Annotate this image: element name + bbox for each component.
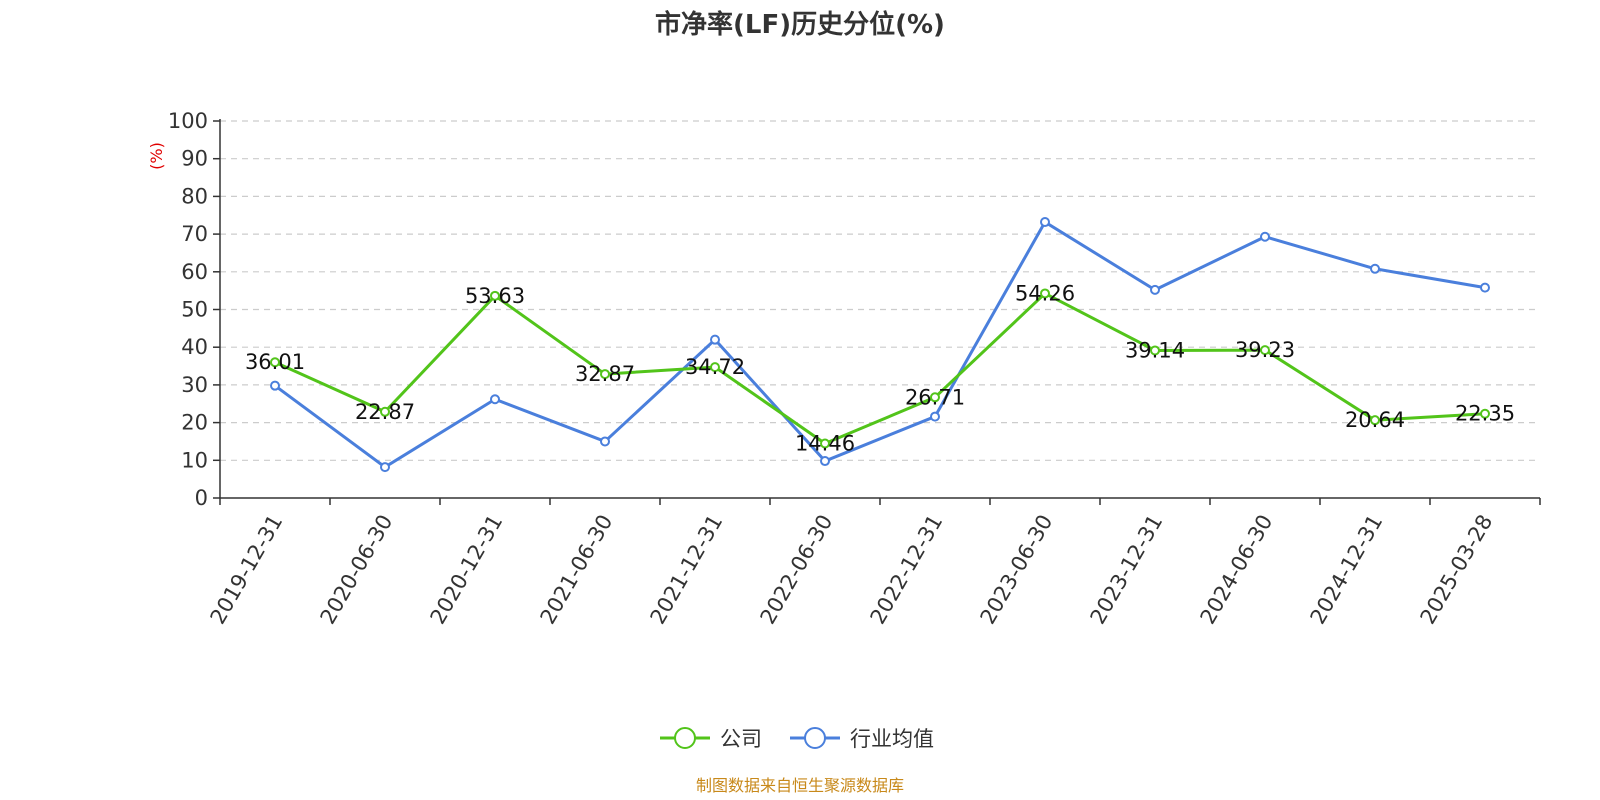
data-point — [1260, 231, 1270, 242]
y-tick-label: 30 — [181, 373, 208, 397]
x-tick-label: 2023-06-30 — [976, 511, 1058, 629]
x-tick-label: 2022-12-31 — [866, 511, 948, 629]
legend-marker-1 — [804, 727, 826, 749]
data-point — [930, 392, 940, 403]
x-tick-label: 2022-06-30 — [756, 511, 838, 629]
data-point — [930, 411, 940, 422]
data-label: 36.01 — [245, 350, 305, 374]
y-tick-label: 90 — [181, 147, 208, 171]
x-tick-label: 2024-12-31 — [1306, 511, 1388, 629]
data-point — [1370, 263, 1380, 274]
x-tick-label: 2019-12-31 — [206, 511, 288, 629]
series-line-0 — [274, 291, 1486, 445]
y-tick-label: 0 — [195, 486, 208, 510]
data-label: 53.63 — [465, 284, 525, 308]
y-tick-label: 50 — [181, 298, 208, 322]
data-label: 20.64 — [1345, 408, 1405, 432]
data-point — [1260, 345, 1270, 356]
legend: 公司 行业均值 — [660, 727, 934, 751]
data-point — [1150, 345, 1160, 356]
data-point — [600, 436, 610, 447]
data-point — [380, 406, 390, 417]
x-tick-label: 2021-06-30 — [536, 511, 618, 629]
y-tick-label: 40 — [181, 335, 208, 359]
data-point — [710, 334, 720, 345]
data-point — [380, 462, 390, 473]
data-point — [600, 369, 610, 380]
data-point — [1040, 288, 1050, 299]
data-label: 34.72 — [685, 355, 745, 379]
y-tick-label: 20 — [181, 411, 208, 435]
y-tick-label: 80 — [181, 184, 208, 208]
y-tick-label: 60 — [181, 260, 208, 284]
data-label: 22.35 — [1455, 402, 1515, 426]
data-point — [1150, 284, 1160, 295]
series-line-1 — [274, 220, 1486, 469]
data-point — [270, 380, 280, 391]
x-tick-label: 2024-06-30 — [1196, 511, 1278, 629]
data-point — [1480, 408, 1490, 419]
data-label: 14.46 — [795, 431, 855, 455]
data-label: 26.71 — [905, 385, 965, 409]
grid — [220, 120, 1540, 461]
x-tick-label: 2020-06-30 — [316, 511, 398, 629]
data-point — [490, 290, 500, 301]
x-tick-label: 2023-12-31 — [1086, 511, 1168, 629]
data-point — [270, 357, 280, 368]
data-point — [710, 362, 720, 373]
y-tick-label: 10 — [181, 448, 208, 472]
data-label: 39.14 — [1125, 338, 1185, 362]
legend-marker-0 — [674, 727, 696, 749]
data-labels: 36.01 22.87 53.63 32.87 34.72 14.46 26.71 54.26… — [245, 281, 1515, 455]
source-note: 制图数据来自恒生聚源数据库 — [696, 776, 904, 795]
y-axis-label: (%) — [147, 142, 166, 170]
data-point — [1370, 415, 1380, 426]
chart-title: 市净率(LF)历史分位(%) — [655, 9, 945, 40]
data-label: 22.87 — [355, 400, 415, 424]
series — [270, 217, 1490, 473]
data-point — [1040, 217, 1050, 228]
x-tick-label: 2025-03-28 — [1416, 511, 1498, 629]
data-point — [820, 456, 830, 467]
y-tick-label: 70 — [181, 222, 208, 246]
data-label: 54.26 — [1015, 281, 1075, 305]
y-tick-label: 100 — [168, 109, 208, 133]
x-tick-label: 2020-12-31 — [426, 511, 508, 629]
data-point — [1480, 282, 1490, 293]
data-point — [490, 394, 500, 405]
data-label: 39.23 — [1235, 338, 1295, 362]
data-point — [820, 438, 830, 449]
legend-label-0: 公司 — [720, 727, 762, 751]
x-tick-label: 2021-12-31 — [646, 511, 728, 629]
data-label: 32.87 — [575, 362, 635, 386]
axes: 0 10 20 30 40 50 60 70 80 90 100 2019-12-31 2020-06-… — [168, 109, 1541, 629]
legend-label-1: 行业均值 — [850, 727, 934, 751]
